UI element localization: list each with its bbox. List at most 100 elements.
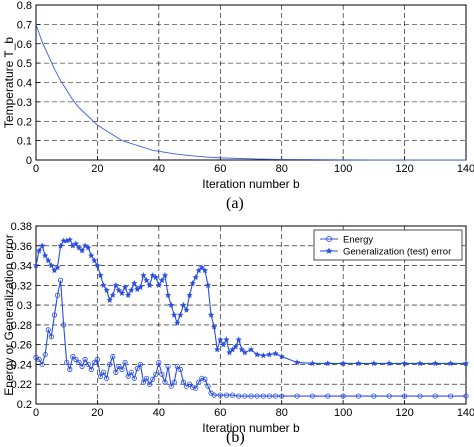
point-b-1-59: [213, 346, 221, 353]
point-b-0-78: [417, 393, 423, 399]
x-tick-label-a-6: 120: [395, 163, 413, 175]
point-b-0-45: [171, 379, 177, 385]
point-b-0-13: [73, 356, 79, 363]
point-b-0-71: [309, 393, 316, 399]
legend-marker-b-0: [326, 236, 332, 242]
x-tick-label-a-3: 60: [214, 163, 226, 175]
x-tick-label-b-4: 80: [276, 407, 288, 419]
point-b-0-17: [85, 361, 91, 368]
point-b-1-8: [57, 242, 64, 249]
point-b-1-85: [447, 360, 454, 367]
point-b-0-7: [54, 292, 61, 298]
y-tick-label-b-5: 0.3: [17, 300, 32, 312]
legend-label-b-0: Energy: [343, 235, 373, 246]
point-b-0-11: [67, 366, 73, 372]
point-b-1-51: [189, 279, 196, 287]
point-b-1-1: [35, 247, 43, 254]
point-b-1-11: [66, 236, 74, 243]
point-b-0-44: [168, 383, 174, 389]
point-b-1-3: [41, 252, 49, 259]
point-b-0-67: [266, 393, 273, 399]
point-b-1-26: [112, 281, 120, 289]
point-b-1-2: [38, 242, 46, 249]
y-tick-label-b-6: 0.32: [11, 280, 32, 292]
point-b-0-28: [119, 366, 125, 372]
y-tick-label-b-4: 0.28: [11, 320, 32, 332]
point-b-1-76: [309, 360, 316, 367]
point-b-1-69: [247, 346, 255, 353]
point-b-0-40: [156, 359, 162, 366]
point-b-0-63: [242, 393, 248, 399]
point-b-0-19: [91, 359, 97, 366]
x-axis-label-a: Iteration number b: [202, 177, 300, 191]
point-b-0-54: [199, 375, 205, 381]
point-b-1-41: [158, 276, 166, 284]
point-b-1-80: [370, 360, 378, 367]
point-b-1-7: [54, 264, 61, 271]
point-b-1-34: [137, 283, 144, 291]
point-b-0-33: [134, 365, 140, 371]
x-tick-label-b-0: 0: [33, 407, 39, 419]
y-axis-label-b: Energy or Generalization error: [2, 234, 16, 395]
point-b-1-62: [223, 336, 230, 343]
point-b-0-20: [94, 356, 101, 363]
y-tick-label-a-0: 0: [26, 155, 32, 167]
point-b-1-35: [140, 272, 147, 279]
point-b-0-72: [325, 393, 331, 399]
point-b-1-14: [75, 244, 83, 251]
y-tick-label-a-8: 0.8: [17, 0, 32, 12]
x-tick-label-b-5: 100: [334, 407, 352, 419]
point-b-0-21: [97, 373, 104, 379]
series-line-a-0: [35, 24, 467, 161]
point-b-0-66: [260, 393, 266, 399]
point-b-0-65: [254, 393, 260, 399]
point-b-1-39: [152, 274, 160, 281]
point-b-1-81: [385, 360, 393, 367]
x-tick-label-b-1: 20: [91, 407, 103, 419]
y-tick-label-b-9: 0.38: [11, 221, 32, 233]
y-tick-label-b-7: 0.34: [11, 261, 32, 273]
point-b-0-64: [248, 393, 254, 399]
point-b-1-43: [164, 291, 172, 298]
caption-b: (b): [226, 429, 245, 446]
point-b-0-77: [401, 393, 408, 399]
point-b-1-19: [91, 257, 98, 264]
legend-label-b-1: Generalization (test) error: [343, 247, 451, 258]
point-b-1-73: [272, 350, 279, 357]
point-b-0-50: [186, 381, 193, 387]
point-b-0-18: [88, 366, 94, 372]
point-b-1-65: [232, 343, 239, 350]
point-b-0-10: [64, 359, 70, 366]
point-b-0-53: [196, 379, 202, 385]
point-b-1-18: [88, 252, 95, 259]
point-b-1-66: [235, 336, 242, 343]
point-b-1-42: [161, 272, 169, 279]
point-b-0-2: [39, 361, 45, 368]
point-b-1-29: [121, 283, 129, 291]
point-b-0-14: [76, 359, 82, 366]
point-b-1-60: [217, 336, 224, 343]
point-b-1-61: [220, 341, 227, 348]
point-b-1-31: [127, 286, 135, 294]
x-tick-label-a-4: 80: [276, 163, 288, 175]
x-tick-label-b-2: 40: [153, 407, 165, 419]
point-b-0-68: [272, 393, 279, 399]
point-b-0-30: [125, 373, 131, 379]
point-b-1-55: [201, 267, 209, 274]
point-b-0-22: [100, 369, 107, 375]
point-b-1-23: [103, 286, 110, 294]
point-b-0-56: [205, 383, 211, 389]
point-b-0-80: [448, 393, 454, 399]
point-b-1-4: [45, 257, 52, 264]
point-b-1-40: [155, 281, 163, 289]
point-b-0-43: [165, 363, 171, 370]
point-b-0-25: [110, 353, 116, 360]
point-b-0-81: [463, 393, 469, 399]
point-b-1-25: [109, 291, 117, 298]
point-b-0-9: [61, 322, 67, 328]
point-b-0-76: [386, 393, 392, 399]
point-b-0-42: [162, 379, 168, 385]
point-b-0-26: [113, 369, 119, 375]
point-b-0-16: [82, 356, 88, 363]
